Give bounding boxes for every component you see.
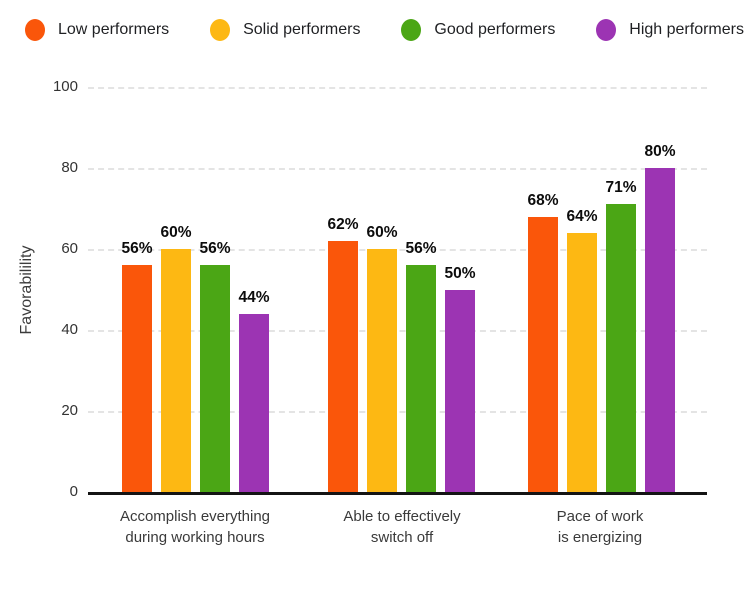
bar-group-2: 62% 60% 56% 50%	[327, 216, 476, 492]
y-tick-100: 100	[52, 78, 78, 95]
gridline-100	[88, 87, 707, 89]
legend-item-high-performers: High performers	[596, 19, 744, 41]
plot-area: 56% 60% 56% 44% 62% 60% 56% 50% 68% 64% 71% 80%	[88, 87, 707, 495]
y-axis-ticks: 0 20 40 60 80 100	[30, 78, 78, 500]
y-tick-0: 0	[69, 483, 78, 500]
category-label-line1: Accomplish everything	[119, 508, 271, 525]
legend-label: Low performers	[58, 21, 170, 38]
category-label-line1: Pace of work	[556, 508, 644, 525]
y-tick-80: 80	[61, 159, 78, 176]
gridline-40	[88, 330, 707, 332]
y-tick-60: 60	[61, 240, 78, 257]
bar-value-label: 68%	[527, 191, 559, 209]
category-label-line2: is energizing	[557, 529, 643, 546]
legend-marker-good-performers-icon	[401, 19, 422, 41]
bar-high-performers-group-2: 50%	[444, 265, 476, 492]
legend-marker-solid-performers-icon	[210, 19, 231, 41]
bar-solid-performers-group-2: 60%	[366, 224, 398, 492]
bar-value-label: 56%	[199, 240, 231, 258]
legend-label: High performers	[629, 21, 744, 38]
bar-high-performers-group-3: 80%	[644, 143, 676, 492]
bar-value-label: 56%	[405, 240, 437, 258]
bar-group-3: 68% 64% 71% 80%	[527, 143, 676, 492]
category-label-line2: switch off	[370, 529, 434, 546]
gridline-20	[88, 411, 707, 413]
bar-low-performers-group-2: 62%	[327, 216, 359, 492]
gridline-80	[88, 168, 707, 170]
bar-value-label: 44%	[238, 288, 270, 306]
bar-low-performers-group-1: 56%	[121, 240, 153, 492]
category-label-3: Pace of work is energizing	[480, 506, 720, 548]
bar-value-label: 62%	[327, 215, 359, 233]
bar-value-label: 80%	[644, 143, 676, 160]
bar-value-label: 60%	[160, 224, 192, 241]
bar-value-label: 60%	[366, 224, 398, 241]
y-tick-40: 40	[61, 321, 78, 338]
legend: Low performers Solid performers Good perfo…	[25, 19, 744, 41]
bar-high-performers-group-1: 44%	[238, 289, 270, 492]
bar-value-label: 64%	[566, 207, 598, 225]
legend-marker-high-performers-icon	[596, 19, 617, 41]
category-label-1: Accomplish everything during working hour…	[75, 506, 315, 548]
bar-good-performers-group-1: 56%	[199, 240, 231, 492]
bar-low-performers-group-3: 68%	[527, 192, 559, 492]
y-tick-20: 20	[61, 402, 78, 419]
bar-value-label: 71%	[605, 179, 637, 197]
bar-good-performers-group-3: 71%	[605, 179, 637, 492]
gridline-60	[88, 249, 707, 251]
bar-group-1: 56% 60% 56% 44%	[121, 224, 270, 492]
legend-label: Good performers	[434, 21, 556, 38]
bar-value-label: 56%	[121, 240, 153, 258]
legend-label: Solid performers	[243, 21, 361, 38]
bar-value-label: 50%	[444, 264, 476, 282]
legend-item-good-performers: Good performers	[401, 19, 555, 41]
category-label-line2: during working hours	[125, 529, 265, 546]
bar-solid-performers-group-1: 60%	[160, 224, 192, 492]
category-label-2: Able to effectively switch off	[282, 506, 522, 548]
legend-marker-low-performers-icon	[25, 19, 45, 41]
category-label-line1: Able to effectively	[343, 508, 461, 525]
legend-item-low-performers: Low performers	[25, 19, 169, 41]
legend-item-solid-performers: Solid performers	[210, 19, 360, 41]
bar-solid-performers-group-3: 64%	[566, 208, 598, 492]
bar-good-performers-group-2: 56%	[405, 240, 437, 492]
